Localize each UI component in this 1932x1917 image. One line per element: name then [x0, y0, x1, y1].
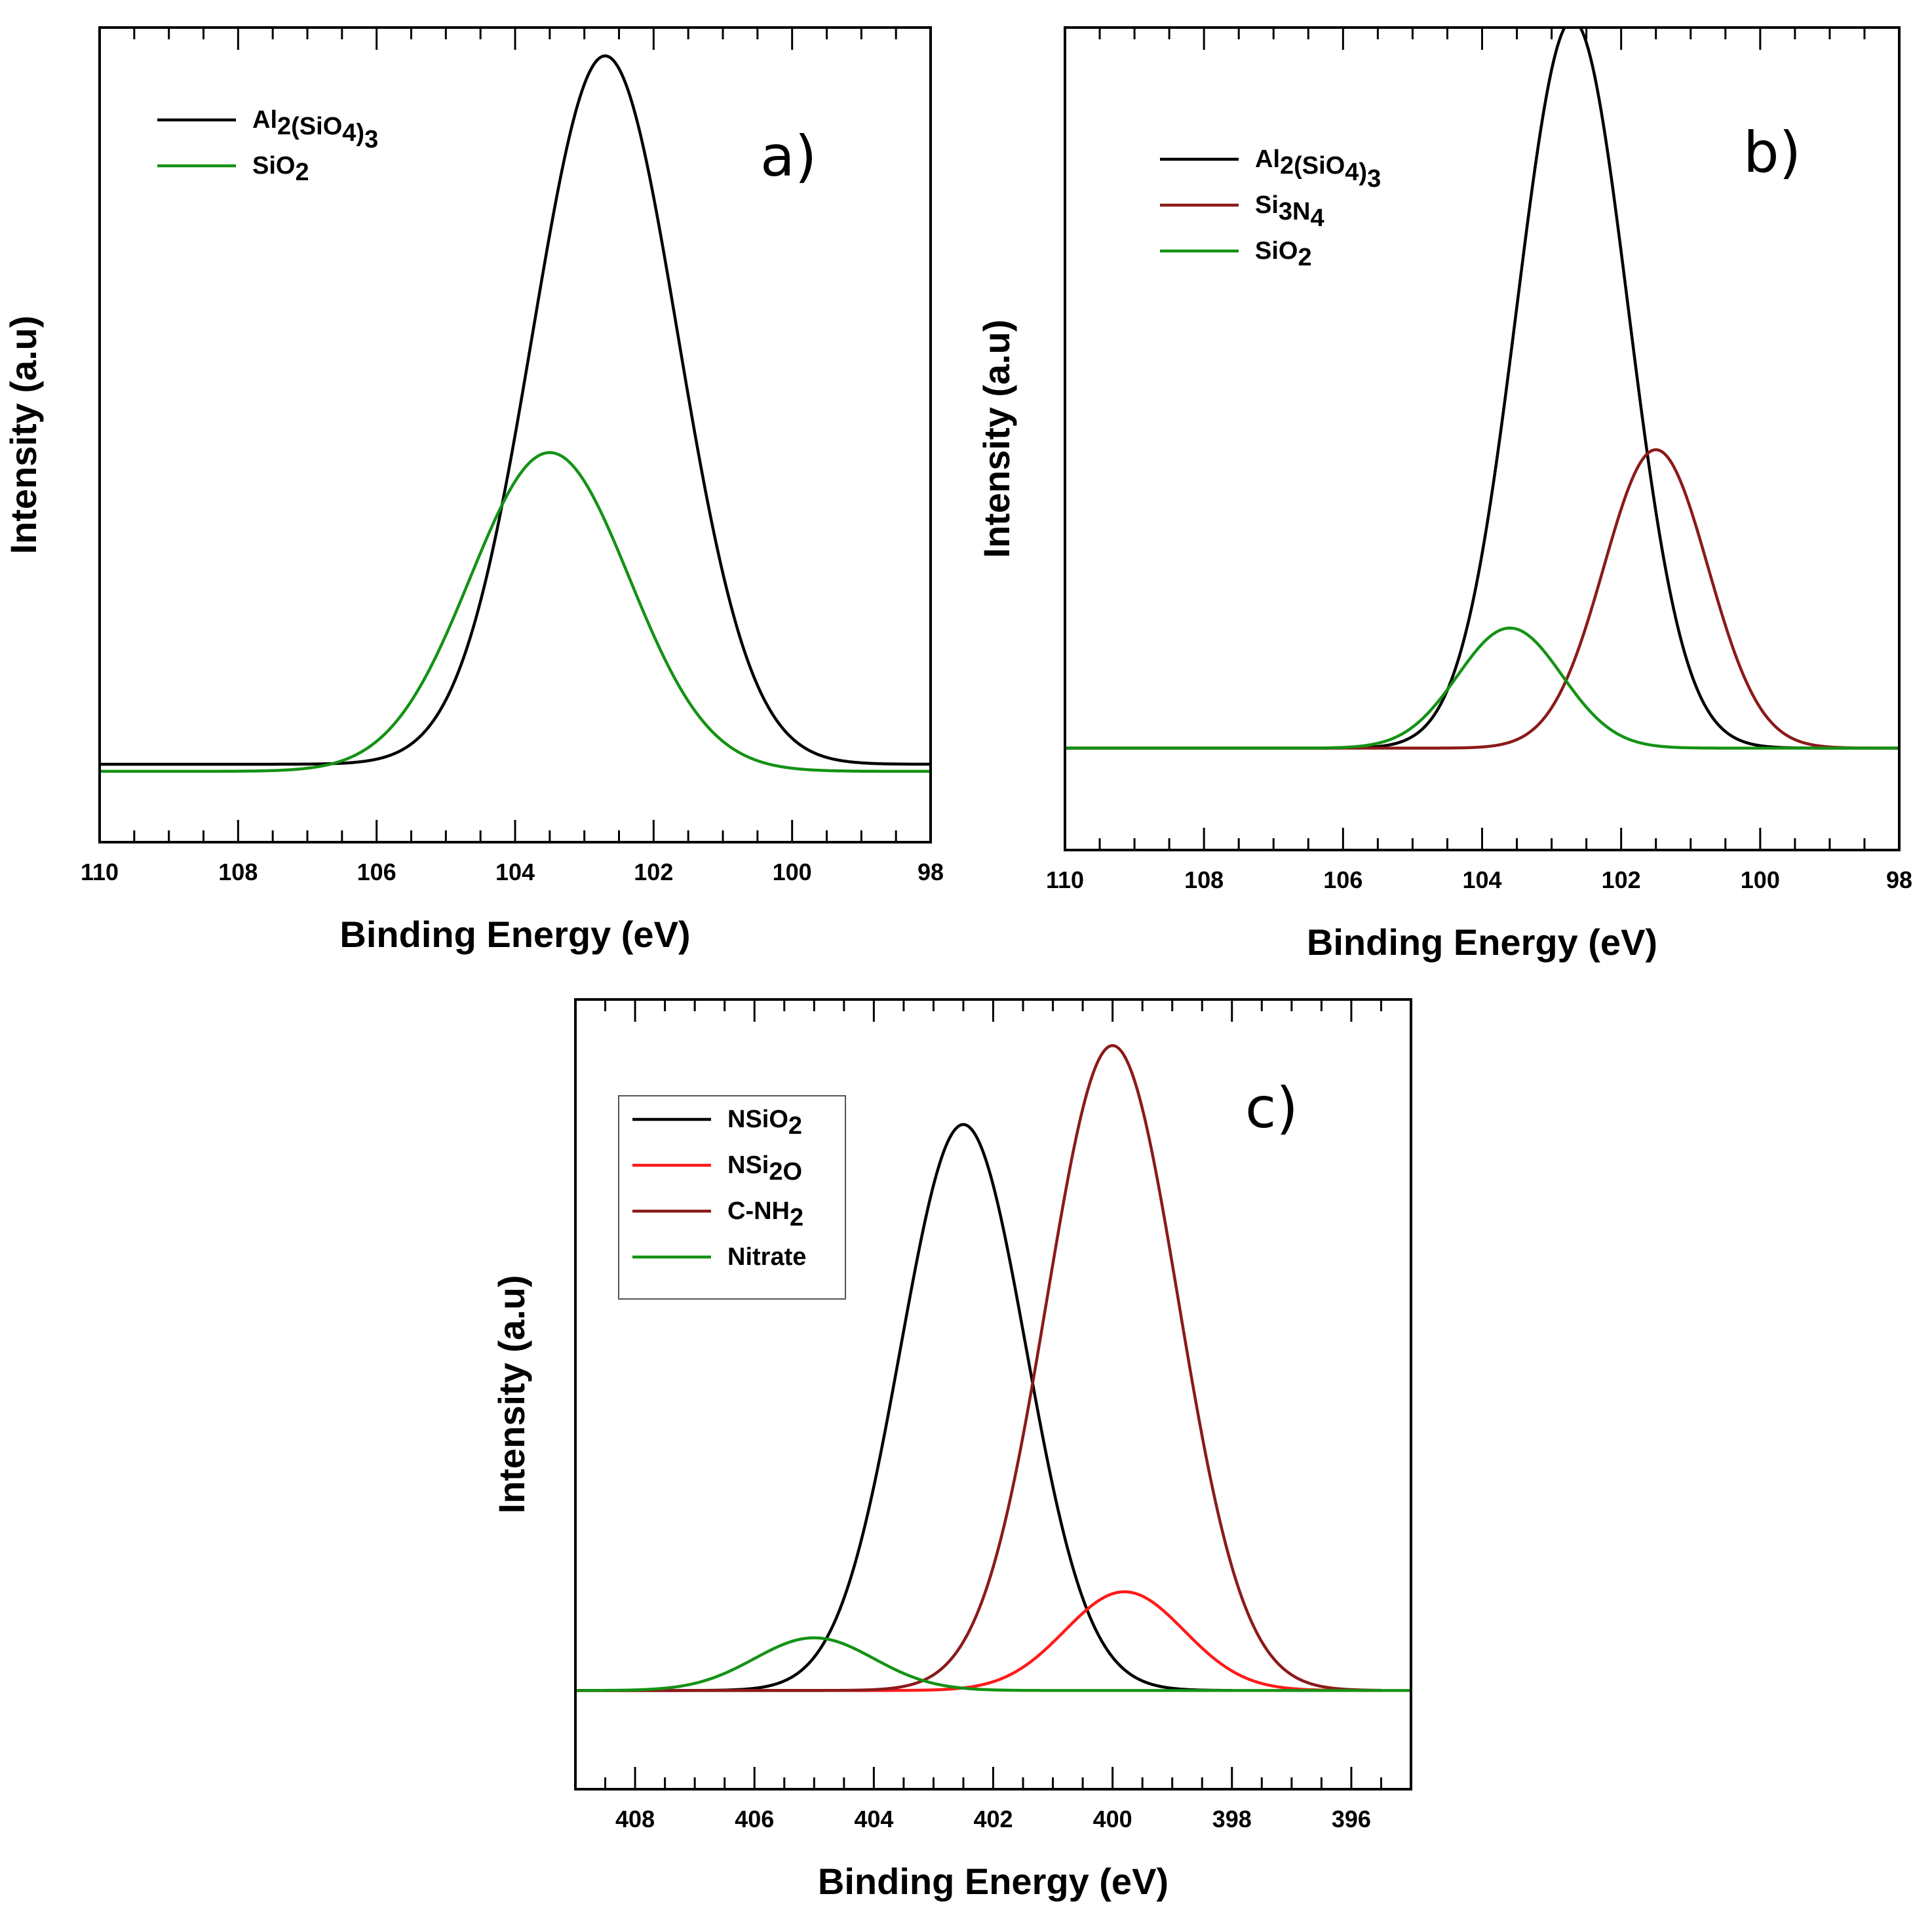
x-axis-title: Binding Energy (eV): [1307, 921, 1657, 963]
x-tick-label: 102: [634, 859, 673, 885]
panel-label: b): [1743, 120, 1801, 185]
series-line-Al2(SiO4)3: [100, 54, 931, 766]
x-tick-label: 106: [1323, 866, 1362, 893]
series-line-SiO2: [100, 451, 931, 773]
x-tick-label: 406: [735, 1806, 774, 1832]
series-line-Nitrate: [575, 1636, 1411, 1692]
legend-entry-SiO2: SiO2: [252, 152, 309, 186]
panel-label: c): [1245, 1075, 1298, 1141]
x-tick-label: 108: [218, 859, 258, 885]
legend-box: [618, 1095, 846, 1300]
x-tick-label: 408: [615, 1806, 655, 1832]
y-axis-title: Intensity (a.u): [976, 319, 1017, 558]
legend-entry-NSi2O: NSi2O: [727, 1152, 802, 1186]
x-tick-label: 104: [495, 859, 535, 885]
x-tick-label: 110: [81, 859, 119, 885]
legend: NSiO2 NSi2O C-NH2 Nitrate: [618, 1095, 846, 1300]
legend-entry-Al2(SiO4)3: Al2(SiO4)3: [1255, 145, 1381, 193]
x-tick-label: 98: [1886, 866, 1912, 893]
x-tick-label: 100: [1741, 866, 1780, 893]
x-tick-label: 104: [1462, 866, 1501, 893]
x-tick-label: 98: [918, 859, 944, 885]
series-line-SiO2: [1065, 627, 1899, 750]
y-axis-title: Intensity (a.u): [491, 1275, 532, 1513]
x-tick-label: 402: [973, 1806, 1013, 1832]
chart-panel-1: 110 108 106 104 102 100 98 Binding Energy (eV) I…: [976, 26, 1912, 963]
legend-entry-SiO2: SiO2: [1255, 237, 1312, 271]
x-tick-label: 398: [1212, 1806, 1252, 1832]
x-tick-label: 102: [1602, 866, 1641, 893]
x-tick-label: 106: [357, 859, 396, 885]
x-tick-label: 396: [1332, 1806, 1371, 1832]
y-axis-title: Intensity (a.u): [3, 315, 44, 554]
x-tick-label: 108: [1184, 866, 1224, 893]
panel-label: a): [760, 124, 817, 189]
chart-panel-2: 408 406 404 402 400 398 396 Binding Energy (eV)…: [491, 998, 1412, 1902]
legend-entry-Si3N4: Si3N4: [1255, 191, 1324, 232]
x-axis-title: Binding Energy (eV): [339, 914, 690, 955]
legend-entry-Nitrate: Nitrate: [727, 1243, 806, 1271]
legend-entry-C-NH2: C-NH2: [727, 1197, 803, 1231]
x-tick-label: 100: [773, 859, 812, 885]
series-line-Si3N4: [1065, 448, 1899, 750]
x-tick-label: 110: [1046, 866, 1084, 893]
chart-panel-0: 110 108 106 104 102 100 98 Binding Energy (eV) I…: [3, 26, 944, 955]
x-tick-label: 404: [854, 1806, 893, 1832]
legend-entry-NSiO2: NSiO2: [727, 1106, 802, 1140]
legend-entry-Al2(SiO4)3: Al2(SiO4)3: [252, 106, 378, 153]
x-axis-title: Binding Energy (eV): [818, 1861, 1169, 1902]
series-line-C-NH2: [575, 1044, 1381, 1692]
x-tick-label: 400: [1093, 1806, 1132, 1832]
